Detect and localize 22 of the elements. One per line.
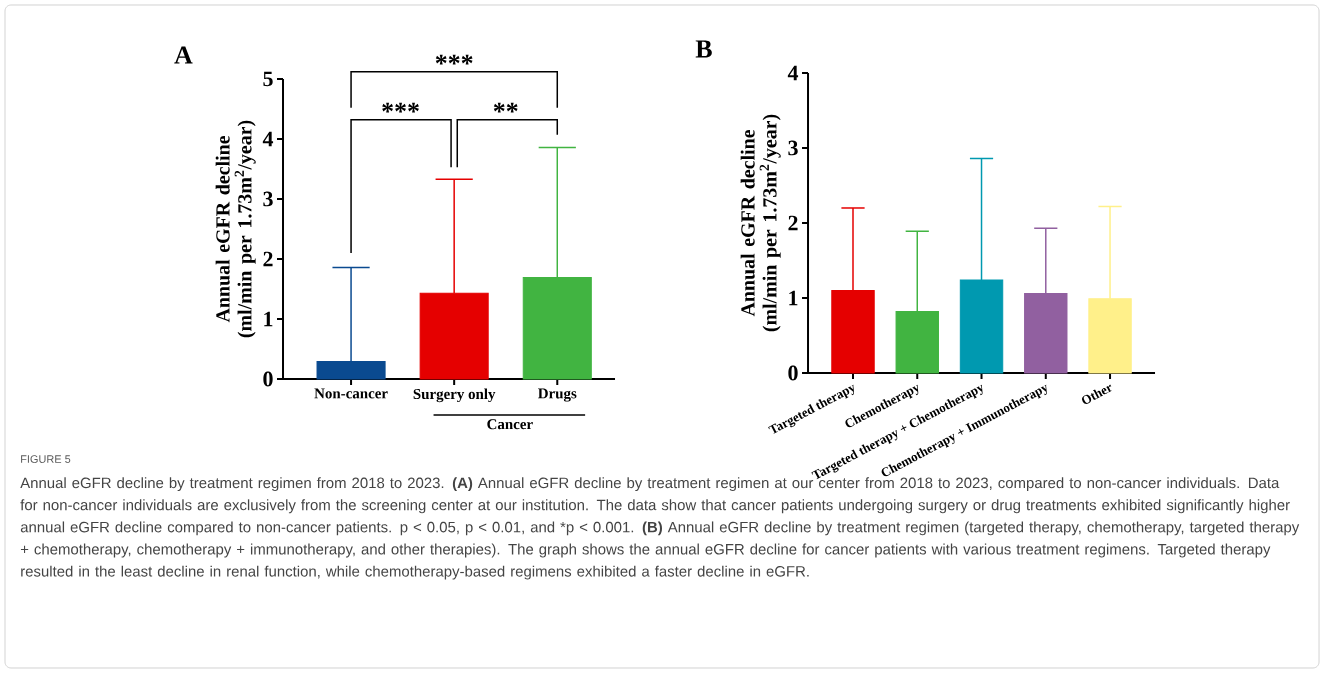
caption: FIGURE 5	[21, 455, 71, 463]
x-tick-label: Surgery only	[413, 388, 496, 403]
y-tick-label: 4	[262, 131, 274, 147]
y-tick-label: 0	[263, 371, 273, 387]
chart-title: A	[174, 46, 193, 64]
y-tick-label: 3	[788, 140, 798, 156]
text: Cancer	[487, 419, 533, 430]
y-tick-label: 4	[787, 65, 799, 81]
text: ***	[435, 54, 473, 65]
y-tick-label: 3	[263, 191, 273, 207]
annotation: ***	[382, 102, 419, 113]
annotation: **	[493, 102, 518, 113]
y-tick-label: 1	[264, 311, 273, 327]
y-tick-label: 2	[263, 251, 273, 267]
y-tick-label: 5	[263, 71, 273, 87]
y-tick-label: 1	[789, 290, 798, 306]
y-tick-label: 0	[788, 365, 798, 381]
chart-title: B	[695, 40, 712, 58]
x-tick-label: Drugs	[538, 388, 577, 402]
y-tick-label: 2	[788, 215, 798, 231]
x-tick-label: Non-cancer	[314, 388, 388, 399]
x-tick-label: Other	[1081, 384, 1112, 404]
